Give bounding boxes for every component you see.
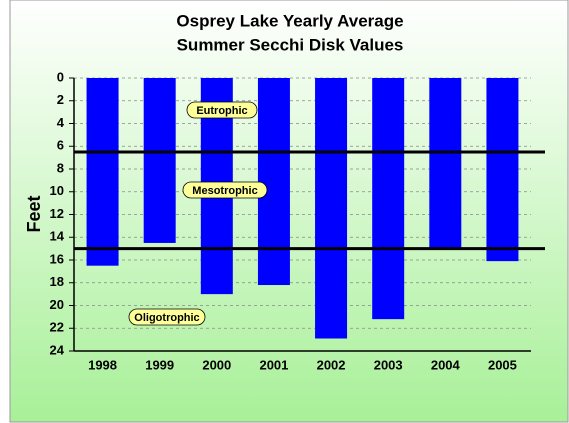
y-tick-label: 0 [57,69,64,84]
annotation: Mesotrophic [192,185,257,197]
bar [257,78,290,286]
y-tick-label: 2 [57,92,64,107]
bar [486,78,519,262]
y-tick-label: 12 [50,206,64,221]
annotation: Oligotrophic [134,312,199,324]
annotation: Eutrophic [196,105,247,117]
x-tick-label: 2002 [317,357,346,372]
x-tick-label: 2000 [202,357,231,372]
annotation-box [128,308,206,326]
y-tick-label: 20 [50,297,64,312]
bar [372,78,405,320]
annotation-box [186,101,258,119]
x-tick-label: 2005 [488,357,517,372]
y-tick-label: 6 [57,138,64,153]
bar [429,78,462,248]
y-axis-label: Feet [24,195,44,232]
annotation-box [182,181,268,199]
x-tick-label: 2004 [431,357,461,372]
chart-title: Osprey Lake Yearly Average [176,11,403,30]
y-tick-label: 22 [50,320,64,335]
y-tick-label: 16 [50,251,64,266]
x-tick-label: 1999 [145,357,174,372]
y-tick-label: 8 [57,160,64,175]
bar [143,78,176,243]
chart-subtitle: Summer Secchi Disk Values [177,35,404,54]
y-tick-label: 4 [57,115,65,130]
y-tick-label: 10 [50,183,64,198]
y-tick-label: 18 [50,274,64,289]
y-tick-label: 14 [50,229,65,244]
x-tick-label: 2003 [374,357,403,372]
x-tick-label: 2001 [259,357,288,372]
bar [315,78,348,339]
y-tick-label: 24 [50,342,65,357]
bar [86,78,119,266]
x-tick-label: 1998 [88,357,117,372]
